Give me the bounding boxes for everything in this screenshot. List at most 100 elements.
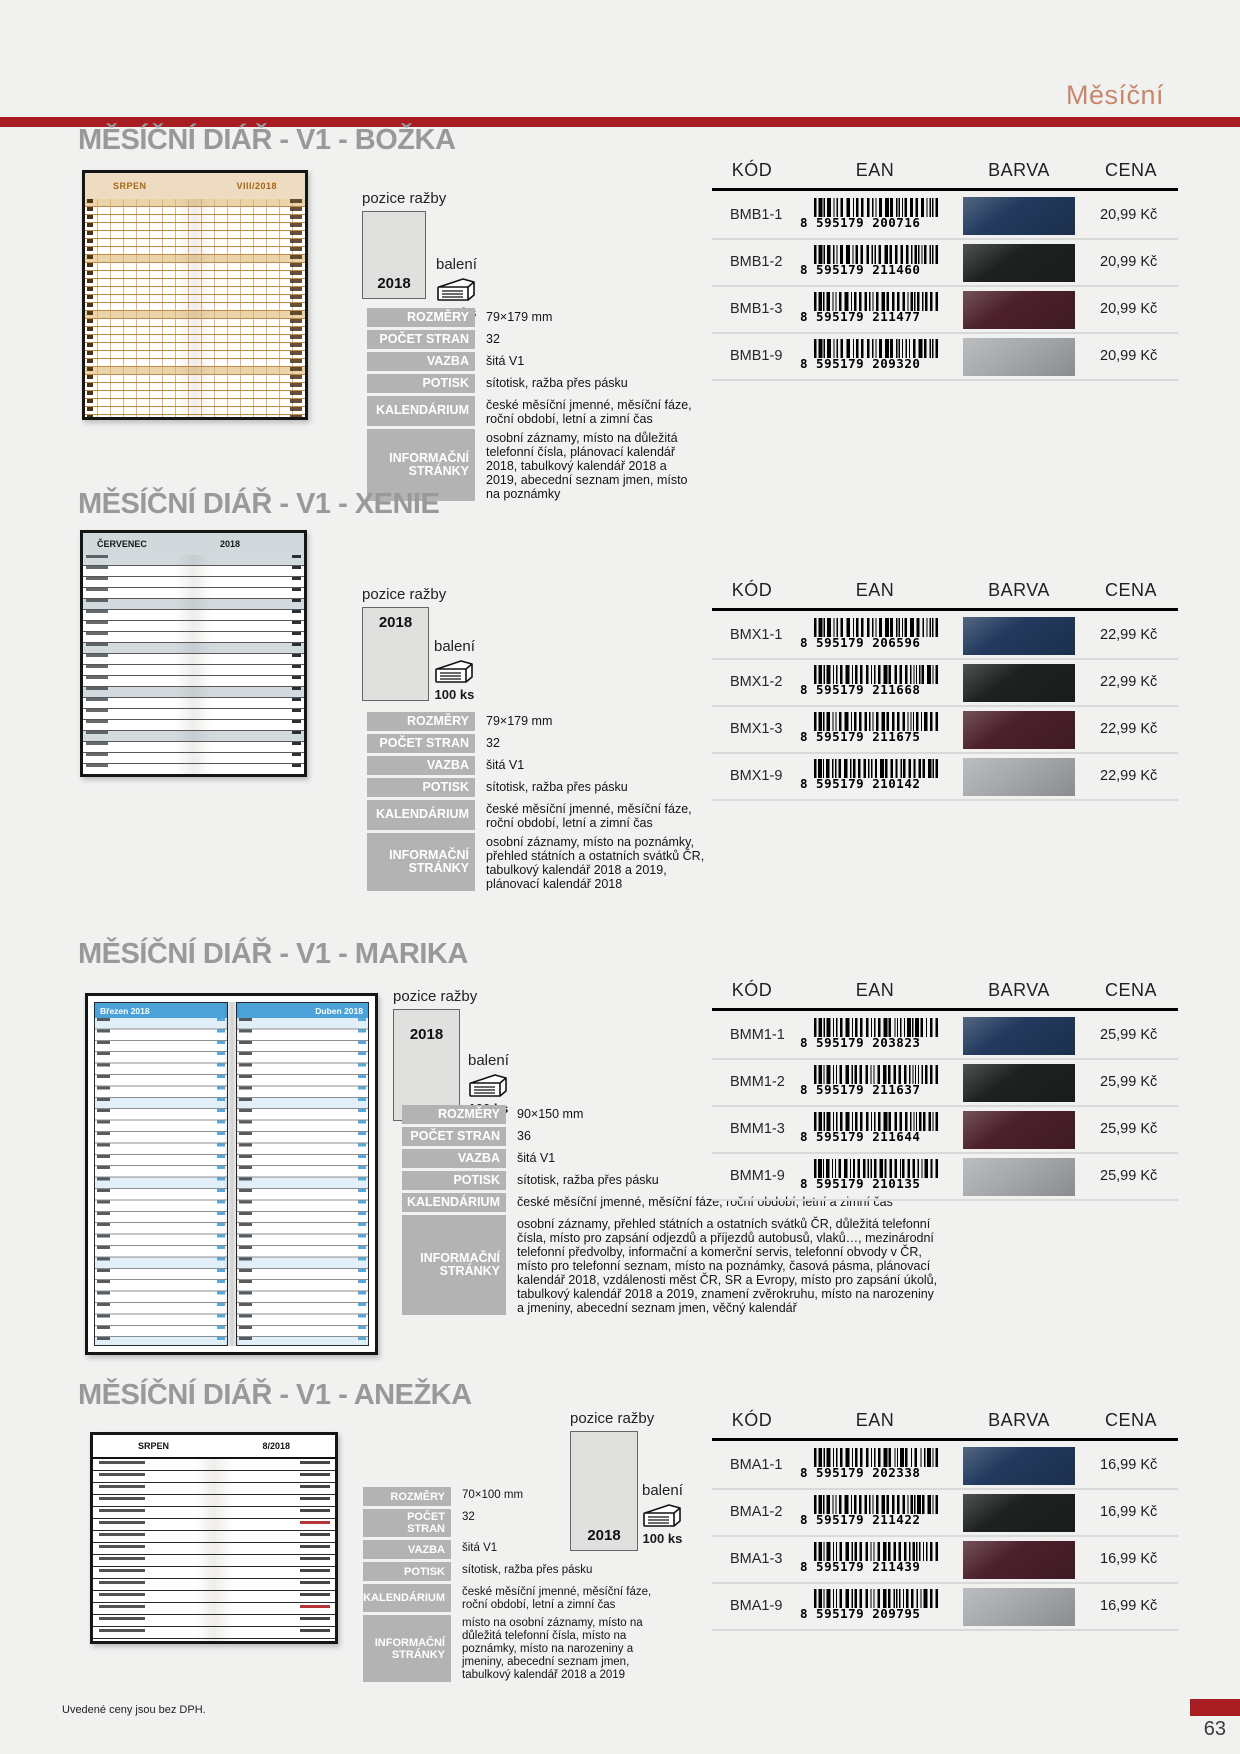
product-image: Březen 2018 Duben 2018 <box>85 993 378 1355</box>
color-swatch <box>963 338 1075 376</box>
emboss-year: 2018 <box>377 275 411 292</box>
variant-row: BMB1-2 8 595179 211460 20,99 Kč <box>712 240 1178 287</box>
ean-number: 8 595179 206596 <box>800 635 921 650</box>
variant-price: 16,99 Kč <box>1100 1504 1158 1520</box>
column-header-ean: EAN <box>855 580 895 600</box>
emboss-position: pozice ražby 2018 <box>393 988 477 1121</box>
barcode-bars-icon <box>814 712 938 731</box>
spec-row: VAZBA šitá V1 <box>402 1149 944 1168</box>
spec-label: ROZMĚRY <box>367 308 475 327</box>
calendar-grid <box>93 1459 335 1641</box>
variant-code: BMB1-9 <box>730 348 783 364</box>
variant-table-header-row: KÓD EAN BARVA CENA <box>712 978 1178 1006</box>
ean-barcode: 8 595179 211668 <box>800 665 950 697</box>
section-title: MĚSÍČNÍ DIÁŘ - V1 - MARIKA <box>78 938 468 970</box>
ean-number: 8 595179 211460 <box>800 262 921 277</box>
color-swatch <box>963 244 1075 282</box>
calendar-header: ČERVENEC 2018 <box>83 533 304 555</box>
variant-price: 20,99 Kč <box>1100 207 1158 223</box>
spec-value: 32 <box>486 736 500 750</box>
emboss-year: 2018 <box>587 1527 621 1544</box>
spec-value: české měsíční jmenné, měsíční fáze, ročn… <box>486 398 692 426</box>
spec-table: ROZMĚRY 90×150 mm POČET STRAN 36 VAZBA š… <box>402 1105 944 1318</box>
ean-number: 8 595179 210135 <box>800 1176 921 1191</box>
emboss-position-label: pozice ražby <box>393 988 478 1005</box>
packaging: balení 100 ks <box>434 638 475 702</box>
column-header-ean: EAN <box>855 160 895 180</box>
packaging-label: balení <box>468 1052 509 1069</box>
product-image: SRPEN VIII/2018 <box>82 170 308 420</box>
variant-row: BMM1-2 8 595179 211637 25,99 Kč <box>712 1060 1178 1107</box>
emboss-position-label: pozice ražby <box>570 1410 655 1427</box>
ean-barcode: 8 595179 211460 <box>800 245 950 277</box>
package-icon <box>435 660 474 683</box>
spec-label: KALENDÁRIUM <box>402 1193 506 1212</box>
header-rule <box>712 188 1178 191</box>
spec-value: sítotisk, ražba přes pásku <box>486 376 628 390</box>
packaging-quantity: 100 ks <box>642 1531 683 1546</box>
variant-code: BMA1-1 <box>730 1457 783 1473</box>
color-swatch <box>963 711 1075 749</box>
barcode-bars-icon <box>814 1589 938 1608</box>
section-title: MĚSÍČNÍ DIÁŘ - V1 - BOŽKA <box>78 124 456 156</box>
variant-table-header-row: KÓD EAN BARVA CENA <box>712 1408 1178 1436</box>
spec-row: VAZBA šitá V1 <box>367 352 701 371</box>
spec-label: VAZBA <box>363 1540 451 1559</box>
spec-row: ROZMĚRY 79×179 mm <box>367 308 701 327</box>
color-swatch <box>963 1588 1075 1626</box>
spec-row: POTISK sítotisk, ražba přes pásku <box>367 374 701 393</box>
ean-number: 8 595179 209795 <box>800 1606 921 1621</box>
calendar-header: SRPEN VIII/2018 <box>85 173 305 199</box>
emboss-position-box: 2018 <box>570 1431 638 1551</box>
page-number: 63 <box>1203 1718 1226 1740</box>
variant-table: KÓD EAN BARVA CENA BMA1-1 8 595179 20233… <box>712 1408 1178 1631</box>
variant-price: 20,99 Kč <box>1100 348 1158 364</box>
column-header-barva: BARVA <box>988 1410 1050 1430</box>
ean-barcode: 8 595179 211637 <box>800 1065 950 1097</box>
variant-price: 22,99 Kč <box>1100 768 1158 784</box>
package-icon <box>469 1074 508 1097</box>
spec-table: ROZMĚRY 70×100 mm POČET STRAN 32 VAZBA š… <box>363 1487 671 1685</box>
color-swatch <box>963 1158 1075 1196</box>
variant-rows: BMM1-1 8 595179 203823 25,99 Kč BMM1-2 8… <box>712 1013 1178 1201</box>
spec-row: VAZBA šitá V1 <box>367 756 713 775</box>
spec-value: 32 <box>462 1511 475 1523</box>
variant-table-header-row: KÓD EAN BARVA CENA <box>712 158 1178 186</box>
variant-code: BMA1-9 <box>730 1598 783 1614</box>
column-header-barva: BARVA <box>988 980 1050 1000</box>
variant-price: 25,99 Kč <box>1100 1027 1158 1043</box>
spec-label: POTISK <box>367 374 475 393</box>
variant-price: 16,99 Kč <box>1100 1551 1158 1567</box>
emboss-position-box: 2018 <box>393 1009 460 1121</box>
barcode-bars-icon <box>814 1018 938 1037</box>
spec-label: ROZMĚRY <box>363 1487 451 1506</box>
ean-number: 8 595179 211668 <box>800 682 921 697</box>
spec-row: KALENDÁRIUM české měsíční jmenné, měsíčn… <box>363 1584 671 1612</box>
variant-code: BMM1-9 <box>730 1168 785 1184</box>
barcode-bars-icon <box>814 665 938 684</box>
packaging-label: balení <box>436 256 477 273</box>
column-header-barva: BARVA <box>988 160 1050 180</box>
spec-value: 70×100 mm <box>462 1489 524 1501</box>
spec-label: POČET STRAN <box>367 330 475 349</box>
calendar-year-label: 8/2018 <box>262 1441 290 1451</box>
column-header-cena: CENA <box>1104 580 1158 600</box>
emboss-position-box: 2018 <box>362 607 429 701</box>
emboss-position: pozice ražby 2018 <box>570 1410 654 1551</box>
ean-number: 8 595179 209320 <box>800 356 921 371</box>
spec-row: ROZMĚRY 90×150 mm <box>402 1105 944 1124</box>
spec-row: ROZMĚRY 70×100 mm <box>363 1487 671 1506</box>
variant-row: BMX1-1 8 595179 206596 22,99 Kč <box>712 613 1178 660</box>
barcode-bars-icon <box>814 618 938 637</box>
spec-value: 79×179 mm <box>486 714 553 728</box>
ean-barcode: 8 595179 211439 <box>800 1542 950 1574</box>
ean-barcode: 8 595179 211675 <box>800 712 950 744</box>
header-rule <box>712 1008 1178 1011</box>
ean-number: 8 595179 211439 <box>800 1559 921 1574</box>
emboss-year: 2018 <box>378 614 413 631</box>
column-header-cena: CENA <box>1104 1410 1158 1430</box>
color-swatch <box>963 1017 1075 1055</box>
packaging-quantity: 100 ks <box>436 305 477 320</box>
barcode-bars-icon <box>814 1112 938 1131</box>
